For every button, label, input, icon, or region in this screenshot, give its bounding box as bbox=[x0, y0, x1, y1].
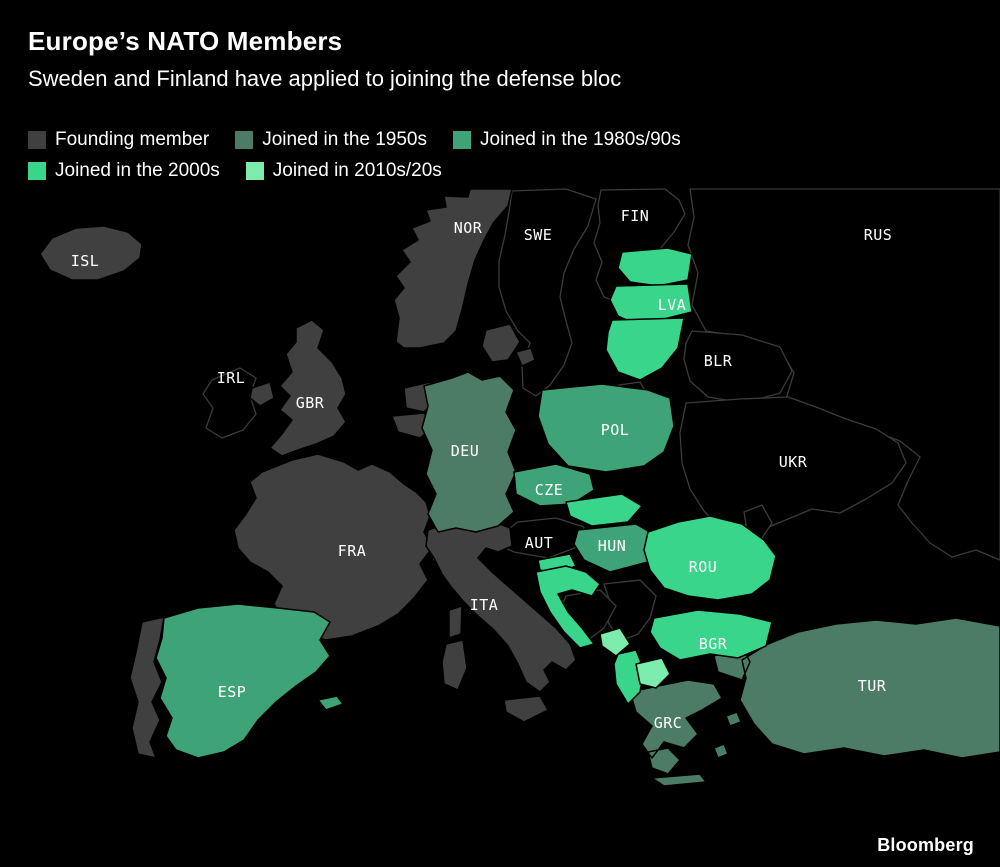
page-subtitle: Sweden and Finland have applied to joini… bbox=[28, 66, 622, 91]
legend-label: Joined in the 2000s bbox=[55, 160, 220, 181]
legend: Founding member Joined in the 1950s Joined… bbox=[28, 129, 681, 182]
legend-swatch-1950s bbox=[235, 131, 254, 149]
country-hrv bbox=[535, 565, 601, 649]
map-label-isl: ISL bbox=[71, 252, 100, 270]
legend-label: Joined in the 1980s/90s bbox=[480, 129, 681, 150]
map-label-fra: FRA bbox=[338, 542, 367, 560]
map-label-grc: GRC bbox=[654, 714, 683, 732]
map-label-lva: LVA bbox=[658, 296, 687, 314]
country-est bbox=[617, 247, 693, 287]
country-dnk bbox=[481, 323, 536, 367]
map-label-irl: IRL bbox=[217, 369, 246, 387]
map-label-rus: RUS bbox=[864, 226, 893, 244]
country-fra bbox=[233, 453, 463, 641]
header: Europe’s NATO Members Sweden and Finland… bbox=[28, 26, 621, 92]
country-isl bbox=[39, 225, 143, 281]
legend-row: Joined in the 2000s Joined in 2010s/20s bbox=[28, 160, 681, 182]
country-rou bbox=[643, 515, 777, 601]
country-esp bbox=[155, 603, 344, 759]
country-ukr bbox=[679, 396, 907, 540]
map-label-gbr: GBR bbox=[296, 394, 325, 412]
legend-row: Founding member Joined in the 1950s Joined… bbox=[28, 129, 681, 151]
map-label-bgr: BGR bbox=[699, 635, 728, 653]
map-label-nor: NOR bbox=[454, 219, 483, 237]
legend-swatch-2000s bbox=[28, 162, 46, 180]
legend-swatch-1980s90s bbox=[453, 131, 471, 149]
country-mkd bbox=[635, 657, 671, 689]
map-label-blr: BLR bbox=[704, 352, 733, 370]
legend-item-2010s20s: Joined in 2010s/20s bbox=[245, 160, 442, 182]
country-ltu bbox=[605, 317, 685, 381]
map-label-esp: ESP bbox=[218, 683, 247, 701]
country-hun bbox=[573, 523, 661, 573]
map-label-fin: FIN bbox=[621, 207, 650, 225]
country-svk bbox=[565, 493, 643, 527]
country-deu bbox=[421, 371, 517, 533]
map-label-hun: HUN bbox=[598, 537, 627, 555]
map-label-ukr: UKR bbox=[779, 453, 808, 471]
legend-item-1980s90s: Joined in the 1980s/90s bbox=[453, 129, 681, 151]
country-gbr bbox=[249, 319, 347, 457]
map-label-cze: CZE bbox=[535, 481, 564, 499]
legend-label: Founding member bbox=[55, 129, 210, 150]
legend-item-1950s: Joined in the 1950s bbox=[235, 129, 427, 151]
map-label-aut: AUT bbox=[525, 534, 554, 552]
map-label-rou: ROU bbox=[689, 558, 718, 576]
country-ita bbox=[425, 521, 577, 723]
map-label-pol: POL bbox=[601, 421, 630, 439]
legend-item-founding: Founding member bbox=[28, 129, 209, 151]
country-pol bbox=[537, 383, 675, 473]
country-prt bbox=[129, 616, 165, 759]
map-label-deu: DEU bbox=[451, 442, 480, 460]
country-mne bbox=[599, 627, 631, 657]
map-label-tur: TUR bbox=[858, 677, 887, 695]
country-bgr bbox=[649, 609, 773, 661]
country-cze bbox=[513, 463, 595, 507]
country-nor bbox=[393, 188, 513, 349]
legend-label: Joined in 2010s/20s bbox=[272, 160, 442, 181]
country-grc bbox=[629, 679, 742, 787]
country-irl bbox=[202, 367, 257, 439]
legend-item-2000s: Joined in the 2000s bbox=[28, 160, 220, 182]
page-title: Europe’s NATO Members bbox=[28, 26, 343, 56]
bloomberg-logo: Bloomberg bbox=[877, 835, 974, 855]
legend-label: Joined in the 1950s bbox=[262, 129, 427, 150]
map-label-swe: SWE bbox=[524, 226, 553, 244]
map-label-ita: ITA bbox=[470, 596, 499, 614]
legend-swatch-founding bbox=[28, 131, 46, 149]
legend-swatch-2010s20s bbox=[245, 162, 264, 180]
country-swe bbox=[498, 188, 597, 397]
